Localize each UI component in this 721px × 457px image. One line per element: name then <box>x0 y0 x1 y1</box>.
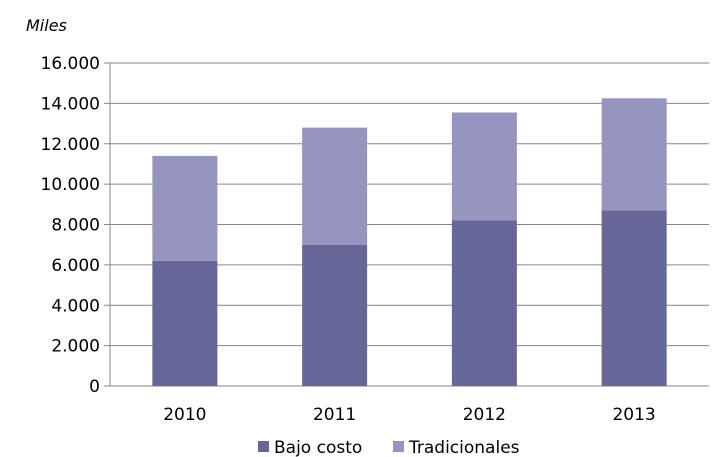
bar-segment <box>302 244 368 386</box>
bar-segment <box>451 112 517 221</box>
legend-label: Tradicionales <box>408 438 520 457</box>
unit-label: Miles <box>26 16 67 35</box>
legend-label: Bajo costo <box>274 438 362 457</box>
y-tick-label: 6.000 <box>51 256 100 276</box>
legend-swatch <box>258 441 269 452</box>
bar-segment <box>601 210 667 386</box>
y-tick-label: 10.000 <box>41 175 100 195</box>
y-tick-label: 2.000 <box>51 337 100 357</box>
x-tick-label: 2012 <box>463 405 506 425</box>
bars <box>152 98 667 386</box>
y-tick-label: 8.000 <box>51 216 100 236</box>
bar-segment <box>302 127 368 245</box>
bar-segment <box>601 98 667 211</box>
y-tick-label: 14.000 <box>41 94 100 114</box>
legend: Bajo costo Tradicionales <box>258 438 520 457</box>
bar-segment <box>451 220 517 386</box>
y-tick-label: 12.000 <box>41 135 100 155</box>
x-tick-label: 2013 <box>612 405 655 425</box>
bar-segment <box>152 155 218 261</box>
x-tick-label: 2011 <box>313 405 356 425</box>
y-axis-ticks: 0 2.000 4.000 6.000 8.000 10.000 12.000 14.000 1… <box>41 54 100 397</box>
y-tick-label: 16.000 <box>41 54 100 74</box>
y-tick-label: 0 <box>89 377 100 397</box>
legend-swatch <box>393 441 404 452</box>
bar-segment <box>152 260 218 386</box>
y-tick-label: 4.000 <box>51 296 100 316</box>
x-tick-label: 2010 <box>163 405 206 425</box>
x-axis-ticks: 2010 2011 2012 2013 <box>163 405 656 425</box>
